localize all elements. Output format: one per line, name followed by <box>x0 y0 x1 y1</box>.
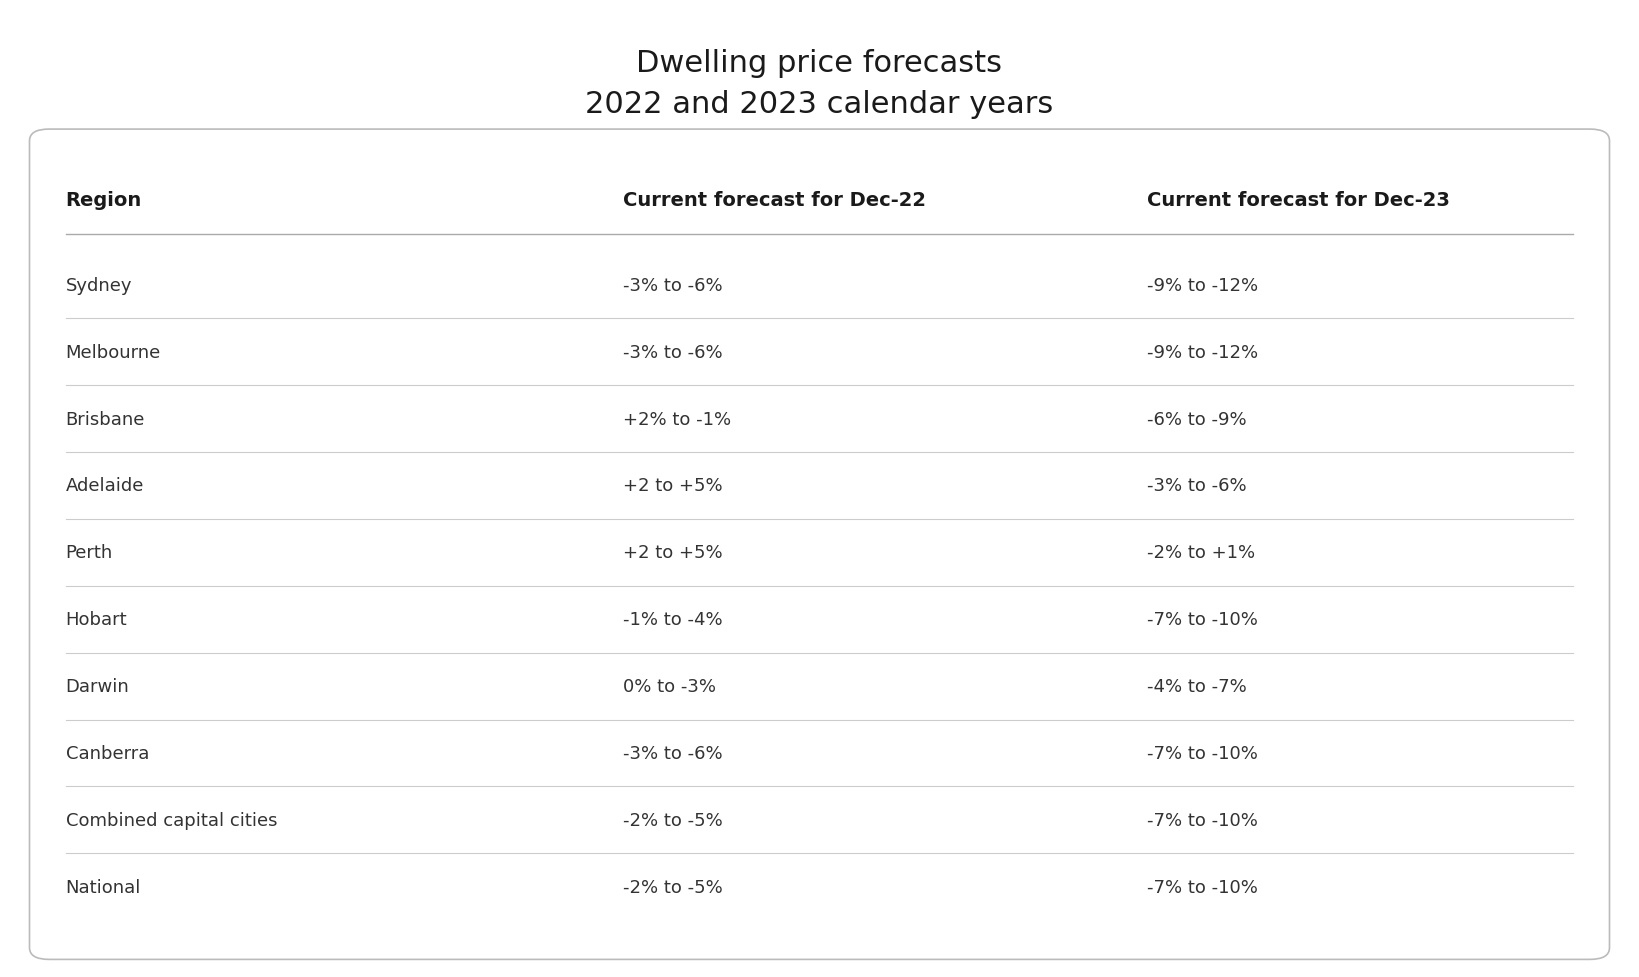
Text: -7% to -10%: -7% to -10% <box>1147 811 1259 829</box>
Text: -3% to -6%: -3% to -6% <box>623 343 723 361</box>
Text: Combined capital cities: Combined capital cities <box>66 811 277 829</box>
Text: -7% to -10%: -7% to -10% <box>1147 744 1259 762</box>
Text: -9% to -12%: -9% to -12% <box>1147 343 1259 361</box>
Text: -2% to -5%: -2% to -5% <box>623 878 723 896</box>
Text: 0% to -3%: 0% to -3% <box>623 677 716 696</box>
FancyBboxPatch shape <box>30 130 1609 959</box>
Text: Hobart: Hobart <box>66 611 128 628</box>
Text: -7% to -10%: -7% to -10% <box>1147 878 1259 896</box>
Text: Adelaide: Adelaide <box>66 477 144 495</box>
Text: Melbourne: Melbourne <box>66 343 161 361</box>
Text: Current forecast for Dec-23: Current forecast for Dec-23 <box>1147 191 1451 210</box>
Text: Current forecast for Dec-22: Current forecast for Dec-22 <box>623 191 926 210</box>
Text: National: National <box>66 878 141 896</box>
Text: -4% to -7%: -4% to -7% <box>1147 677 1247 696</box>
Text: Sydney: Sydney <box>66 276 133 294</box>
Text: Perth: Perth <box>66 544 113 562</box>
Text: -3% to -6%: -3% to -6% <box>1147 477 1247 495</box>
Text: -2% to +1%: -2% to +1% <box>1147 544 1255 562</box>
Text: -7% to -10%: -7% to -10% <box>1147 611 1259 628</box>
Text: -1% to -4%: -1% to -4% <box>623 611 723 628</box>
Text: +2 to +5%: +2 to +5% <box>623 477 723 495</box>
Text: Canberra: Canberra <box>66 744 149 762</box>
Text: -6% to -9%: -6% to -9% <box>1147 410 1247 428</box>
Text: Region: Region <box>66 191 143 210</box>
Text: -2% to -5%: -2% to -5% <box>623 811 723 829</box>
Text: Brisbane: Brisbane <box>66 410 144 428</box>
Text: Darwin: Darwin <box>66 677 129 696</box>
Text: 2022 and 2023 calendar years: 2022 and 2023 calendar years <box>585 90 1054 119</box>
Text: Dwelling price forecasts: Dwelling price forecasts <box>636 49 1003 78</box>
Text: -3% to -6%: -3% to -6% <box>623 744 723 762</box>
Text: -3% to -6%: -3% to -6% <box>623 276 723 294</box>
Text: +2 to +5%: +2 to +5% <box>623 544 723 562</box>
Text: -9% to -12%: -9% to -12% <box>1147 276 1259 294</box>
Text: +2% to -1%: +2% to -1% <box>623 410 731 428</box>
